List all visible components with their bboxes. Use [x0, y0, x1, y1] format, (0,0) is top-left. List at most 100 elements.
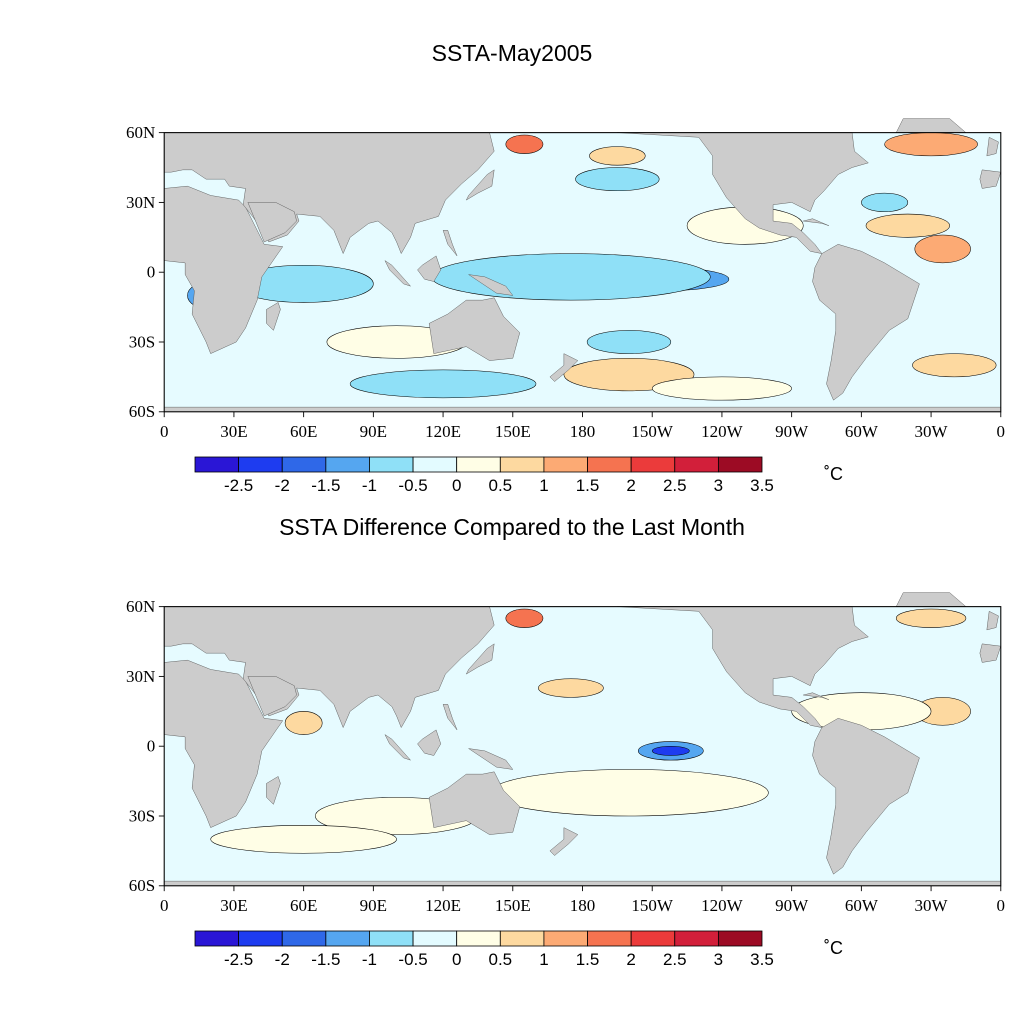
colorbar-swatch [717, 456, 763, 473]
colorbar-2-unit: ˚C [824, 938, 843, 958]
land-newzealand [549, 827, 579, 856]
colorbar-label: 3.5 [750, 950, 774, 969]
colorbar-label: -1 [362, 476, 377, 495]
land-arabia [247, 676, 297, 717]
lon-label: 30E [220, 422, 247, 441]
lon-label: 60E [290, 422, 317, 441]
colorbar-swatch [499, 930, 545, 947]
lon-label: 150E [495, 896, 531, 915]
colorbar-label: 2.5 [663, 476, 687, 495]
land-cuba [803, 218, 829, 226]
lon-label: 120W [701, 896, 744, 915]
anomaly-contour-6 [505, 608, 544, 628]
land-namerica [617, 606, 869, 728]
land-sumatra [384, 733, 412, 761]
colorbar-label: 0 [452, 476, 461, 495]
map-panel-1: 60N 30N 0 30S 60S 0 30E 60E 90E 120E 150E 180 150W 12… [126, 118, 1005, 441]
anomaly-contour-17 [651, 376, 792, 401]
land-eurasia [163, 132, 495, 255]
lon-label: 0 [997, 422, 1006, 441]
colorbar-label: -0.5 [398, 476, 427, 495]
colorbar-label: 3.5 [750, 476, 774, 495]
colorbar-label: -1 [362, 950, 377, 969]
lat-label: 30S [129, 332, 155, 351]
lon-label: 150W [631, 422, 674, 441]
colorbar-label: -2 [275, 476, 290, 495]
land-uk [986, 610, 999, 631]
colorbar-label: 2.5 [663, 950, 687, 969]
colorbar-swatch [587, 930, 632, 947]
anomaly-contour-8 [589, 146, 646, 166]
anomaly-contour-3 [284, 711, 323, 735]
colorbar-label: 0.5 [488, 476, 512, 495]
lon-label: 60W [845, 896, 879, 915]
anomaly-contour-6 [575, 167, 660, 192]
land-arabia [247, 202, 297, 243]
colorbar-label: 1 [539, 950, 548, 969]
lon-label: 0 [160, 422, 169, 441]
land-cuba [803, 692, 829, 700]
land-philippines [442, 704, 458, 731]
lat-label: 30N [126, 193, 155, 212]
lon-label: 30W [915, 422, 949, 441]
anomaly-contour-10 [210, 825, 397, 854]
lon-label: 120W [701, 422, 744, 441]
lat-label: 60N [126, 123, 155, 142]
colorbar-swatch [412, 930, 458, 947]
anomaly-contour-10 [865, 213, 950, 238]
lat-label: 0 [147, 263, 156, 282]
map-panel-2: 60N 30N 0 30S 60S 0 30E 60E 90E 120E 150E 180 150W 12… [126, 592, 1005, 915]
colorbar-swatch [194, 930, 240, 947]
land-australia [428, 771, 521, 835]
lat-label: 0 [147, 737, 156, 756]
colorbar-label: 2 [626, 476, 635, 495]
land-iberia [979, 643, 1002, 663]
panel-1-title: SSTA-May2005 [431, 40, 593, 66]
anomaly-contour-4 [586, 330, 672, 354]
colorbar-swatch [281, 930, 327, 947]
colorbar-swatch [717, 930, 763, 947]
land-sumatra [384, 259, 412, 287]
land-madagascar [266, 302, 281, 331]
land-madagascar [266, 776, 281, 805]
colorbar-label: 0 [452, 950, 461, 969]
colorbar-label: 1.5 [576, 950, 600, 969]
land-newzealand [549, 353, 579, 382]
colorbar-label: 0.5 [488, 950, 512, 969]
lon-label: 90E [360, 422, 387, 441]
lon-label: 150W [631, 896, 674, 915]
colorbar-1-unit: ˚C [824, 464, 843, 484]
colorbar-swatch [456, 930, 501, 947]
colorbar-label: 2 [626, 950, 635, 969]
land-africa [163, 185, 284, 354]
land-australia [428, 297, 521, 361]
lon-label: 120E [425, 422, 461, 441]
land-japan [465, 643, 495, 675]
anomaly-contour-15 [912, 353, 997, 378]
colorbar-label: -0.5 [398, 950, 427, 969]
land-iberia [979, 169, 1002, 189]
colorbar-label: -1.5 [311, 950, 340, 969]
colorbar-label: 3 [714, 476, 723, 495]
land-samerica [812, 244, 920, 401]
colorbar-label: -2.5 [224, 950, 253, 969]
land-newguinea [468, 748, 514, 770]
land-borneo [417, 729, 442, 756]
lon-label: 90W [775, 896, 809, 915]
lon-label: 120E [425, 896, 461, 915]
land-uk [986, 136, 999, 157]
anomaly-contour-7 [505, 134, 544, 154]
lon-label: 90E [360, 896, 387, 915]
anomaly-contour-2 [538, 678, 604, 698]
land-africa [163, 659, 284, 828]
land-newguinea [468, 274, 514, 296]
lon-label: 180 [570, 422, 596, 441]
land-japan [465, 169, 495, 201]
lon-label: 30E [220, 896, 247, 915]
colorbar-label: -1.5 [311, 476, 340, 495]
lon-label: 60E [290, 896, 317, 915]
colorbar-label: -2 [275, 950, 290, 969]
anomaly-contour-5 [895, 608, 967, 628]
lon-label: 90W [775, 422, 809, 441]
colorbar-swatch [630, 930, 676, 947]
